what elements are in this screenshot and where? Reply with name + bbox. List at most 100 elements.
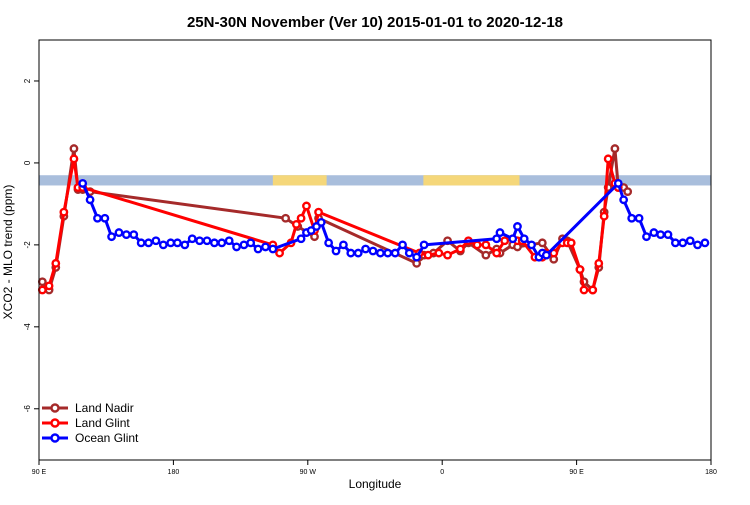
data-point: [85, 195, 95, 205]
data-point: [339, 240, 348, 250]
data-point: [423, 250, 433, 260]
axes: -6 -4 -2 0 2 90 E 180 90 W 0 90 E 180: [23, 39, 717, 476]
data-point: [678, 238, 688, 248]
legend-label: Land Glint: [75, 416, 130, 430]
data-point: [383, 248, 393, 258]
y-tick-label: -6: [23, 405, 32, 413]
data-point: [246, 238, 256, 248]
data-point: [306, 226, 316, 235]
data-point: [670, 238, 680, 248]
data-point: [481, 240, 491, 250]
data-point: [398, 240, 407, 250]
data-point: [412, 252, 422, 262]
data-point: [434, 248, 444, 258]
data-point: [500, 236, 510, 246]
data-point: [151, 236, 161, 246]
x-axis-label: Longitude: [349, 477, 402, 491]
data-point: [419, 240, 429, 250]
data-point: [642, 232, 651, 242]
data-point: [44, 281, 54, 291]
data-point: [331, 246, 341, 256]
data-point: [217, 238, 227, 248]
data-point: [180, 240, 190, 250]
data-point: [209, 238, 219, 248]
data-point: [314, 207, 323, 217]
data-point: [375, 248, 385, 258]
data-point: [443, 250, 452, 260]
data-point: [527, 240, 536, 250]
legend-label: Land Nadir: [75, 401, 134, 415]
data-point: [613, 179, 623, 188]
data-point: [361, 244, 370, 254]
data-point: [495, 228, 505, 237]
data-point: [239, 240, 249, 250]
data-point: [173, 238, 182, 248]
data-point: [195, 236, 205, 246]
data-point: [107, 232, 116, 242]
data-point: [296, 234, 306, 244]
data-point: [158, 240, 168, 250]
data-point: [588, 285, 598, 295]
data-point: [202, 236, 212, 246]
chart-title: 25N-30N November (Ver 10) 2015-01-01 to …: [187, 14, 563, 31]
y-axis-label: XCO2 - MLO trend (ppm): [1, 185, 15, 320]
ocean-band: [39, 175, 711, 186]
data-point: [100, 213, 110, 223]
data-point: [656, 230, 665, 240]
data-point: [37, 285, 47, 295]
x-tick-label: 90 E: [32, 469, 47, 476]
data-point: [513, 222, 522, 231]
data-point: [599, 211, 609, 221]
data-point: [353, 248, 363, 258]
data-point: [594, 258, 604, 268]
data-point: [693, 240, 702, 250]
data-point: [492, 234, 502, 244]
data-point: [59, 207, 69, 217]
data-point: [78, 179, 88, 188]
data-point: [346, 248, 356, 258]
land-band-segment: [423, 175, 520, 186]
data-point: [541, 250, 551, 260]
data-point: [316, 217, 326, 227]
data-point: [627, 213, 637, 223]
data-point: [455, 244, 465, 254]
x-tick-label: 0: [440, 469, 444, 476]
legend-item-land-nadir: Land Nadir: [42, 401, 134, 415]
data-point: [268, 244, 278, 254]
data-point: [261, 242, 270, 252]
data-point: [121, 230, 131, 240]
x-tick-label: 180: [705, 469, 717, 476]
data-point: [623, 187, 633, 197]
data-point: [187, 234, 197, 244]
data-point: [324, 238, 334, 248]
legend-item-land-glint: Land Glint: [42, 416, 130, 430]
data-point: [685, 236, 695, 246]
data-point: [51, 258, 61, 268]
data-point: [296, 213, 306, 223]
data-point: [537, 238, 547, 248]
data-point: [579, 285, 589, 295]
data-point: [508, 234, 518, 244]
data-point: [275, 248, 284, 258]
y-tick-label: 2: [23, 78, 32, 83]
data-point: [700, 238, 710, 248]
data-point: [69, 154, 79, 164]
series-ocean-glint: [78, 179, 710, 262]
data-point: [492, 248, 502, 258]
land-band-segment: [272, 175, 327, 186]
data-point: [114, 228, 124, 237]
data-point: [281, 213, 291, 223]
y-tick-label: -4: [23, 323, 32, 331]
land-mask-band: [39, 175, 711, 186]
y-tick-label: 0: [23, 160, 32, 165]
data-point: [69, 144, 79, 153]
data-point: [129, 230, 139, 240]
data-point: [253, 244, 263, 254]
legend-swatch-marker: [50, 433, 60, 443]
data-point: [481, 250, 491, 260]
data-point: [368, 246, 378, 256]
data-point: [472, 240, 482, 250]
series-layer: [37, 144, 710, 295]
data-point: [136, 238, 146, 248]
